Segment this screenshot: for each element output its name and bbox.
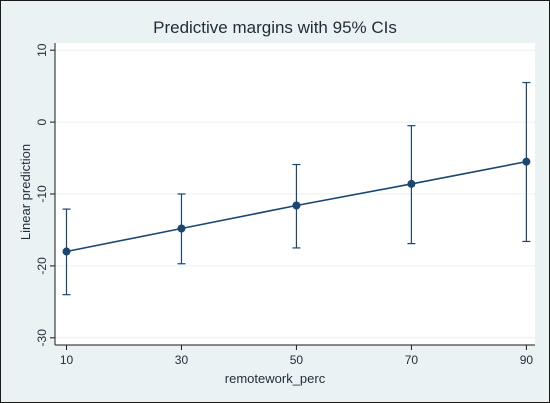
x-tick-label: 10 [60,353,74,367]
y-tick-label: -20 [35,257,49,275]
data-point [62,247,71,256]
data-point [292,201,301,210]
grid-lines [55,49,535,339]
x-tick-label: 70 [405,353,419,367]
y-tick-label: -10 [35,185,49,203]
data-marks [62,81,531,296]
x-tick-label: 50 [290,353,304,367]
y-tick-label: 0 [35,118,49,125]
data-point [177,224,186,233]
chart-title: Predictive margins with 95% CIs [153,18,397,37]
data-point [407,179,416,188]
data-point [522,157,531,166]
y-axis-label: Linear prediction [18,144,33,240]
ticks: -30 -20 -10 0 10 10 30 50 70 90 [35,43,533,367]
x-axis-label: remotework_perc [225,371,326,386]
x-tick-label: 30 [175,353,189,367]
y-tick-label: 10 [35,43,49,57]
x-tick-label: 90 [520,353,534,367]
y-tick-label: -30 [35,329,49,347]
